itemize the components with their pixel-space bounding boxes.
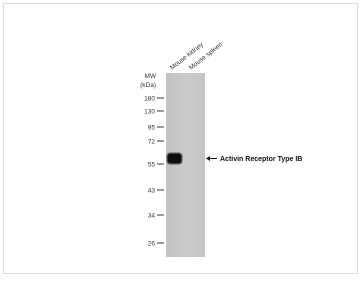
mw-label: (kDa): [140, 82, 156, 89]
band: [167, 153, 182, 164]
page: Mouse kidney Mouse spleen MW (kDa) Activ…: [0, 0, 361, 277]
marker-label: 34: [148, 212, 156, 219]
marker-label: 95: [148, 124, 156, 131]
marker-label: 72: [148, 138, 156, 145]
marker-label: 43: [148, 187, 156, 194]
marker-label: 55: [148, 161, 156, 168]
band-label: Activin Receptor Type IB: [220, 156, 302, 163]
gel: [166, 73, 205, 257]
marker-label: 26: [148, 240, 156, 247]
mw-label: MW: [144, 73, 156, 80]
marker-label: 180: [144, 95, 155, 102]
western-blot-figure: Mouse kidney Mouse spleen MW (kDa) Activ…: [0, 0, 361, 277]
marker-label: 130: [144, 108, 155, 115]
